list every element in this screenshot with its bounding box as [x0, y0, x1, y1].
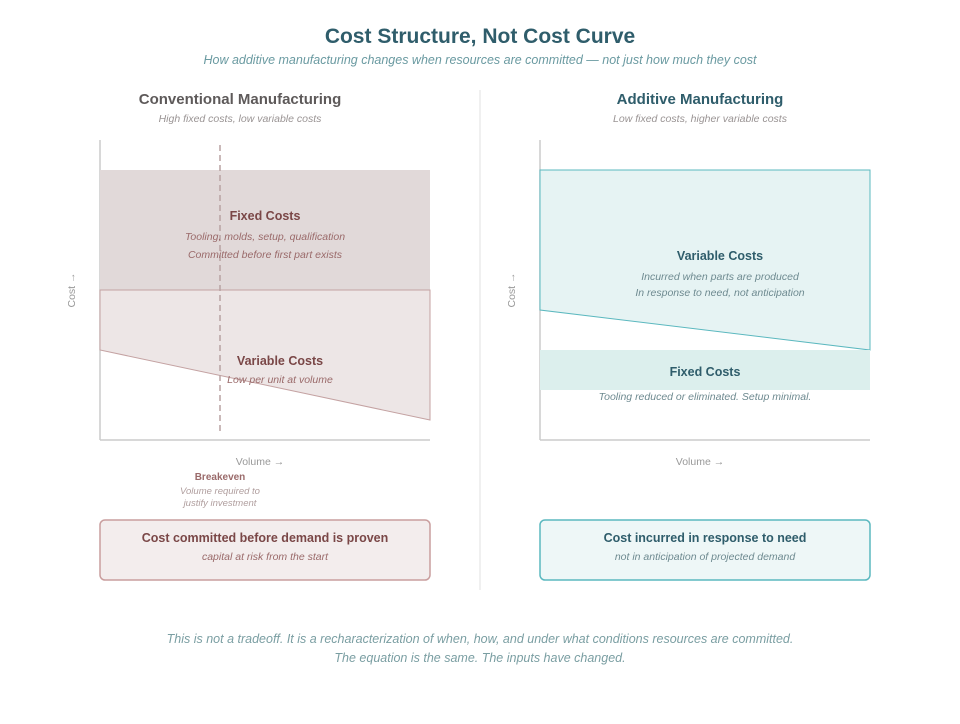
additive-title: Additive Manufacturing	[617, 91, 784, 108]
footer-line2: The equation is the same. The inputs hav…	[334, 651, 625, 665]
additive-variable-line1: Incurred when parts are produced	[641, 271, 800, 283]
conventional-fixed-label: Fixed Costs	[230, 209, 301, 223]
additive-y-axis-label: Cost →	[506, 272, 518, 307]
breakeven-label: Breakeven	[195, 472, 246, 483]
conventional-fixed-line2: Committed before first part exists	[188, 249, 343, 261]
additive-fixed-cost-area	[540, 350, 870, 390]
conventional-panel: Conventional Manufacturing High fixed co…	[66, 91, 431, 581]
conventional-x-axis-label: Volume →	[236, 456, 284, 468]
footer-line1: This is not a tradeoff. It is a recharac…	[167, 632, 794, 646]
additive-callout-title: Cost incurred in response to need	[604, 531, 807, 545]
conventional-callout-box	[99, 519, 431, 581]
conventional-fixed-cost-area	[100, 170, 430, 290]
breakeven-line2: justify investment	[182, 498, 257, 509]
page-subtitle: How additive manufacturing changes when …	[203, 53, 757, 67]
conventional-variable-line1: Low per unit at volume	[227, 374, 333, 386]
conventional-y-axis-label: Cost →	[66, 272, 78, 307]
additive-callout-box	[539, 519, 871, 581]
additive-x-axis-label: Volume →	[676, 456, 724, 468]
additive-fixed-label: Fixed Costs	[670, 365, 741, 379]
additive-variable-line2: In response to need, not anticipation	[635, 287, 804, 299]
breakeven-line1: Volume required to	[180, 486, 260, 497]
additive-callout-sub: not in anticipation of projected demand	[615, 551, 797, 563]
conventional-variable-label: Variable Costs	[237, 354, 323, 368]
additive-panel: Additive Manufacturing Low fixed costs, …	[506, 91, 871, 581]
additive-variable-label: Variable Costs	[677, 249, 763, 263]
conventional-callout-title: Cost committed before demand is proven	[142, 531, 389, 545]
conventional-title: Conventional Manufacturing	[139, 91, 342, 108]
conventional-fixed-line1: Tooling, molds, setup, qualification	[185, 231, 345, 243]
additive-fixed-line1: Tooling reduced or eliminated. Setup min…	[599, 391, 812, 403]
conventional-variable-cost-area	[99, 289, 431, 421]
conventional-callout-sub: capital at risk from the start	[202, 551, 329, 563]
page-title: Cost Structure, Not Cost Curve	[325, 25, 635, 48]
additive-subtitle: Low fixed costs, higher variable costs	[613, 113, 788, 125]
conventional-subtitle: High fixed costs, low variable costs	[159, 113, 323, 125]
